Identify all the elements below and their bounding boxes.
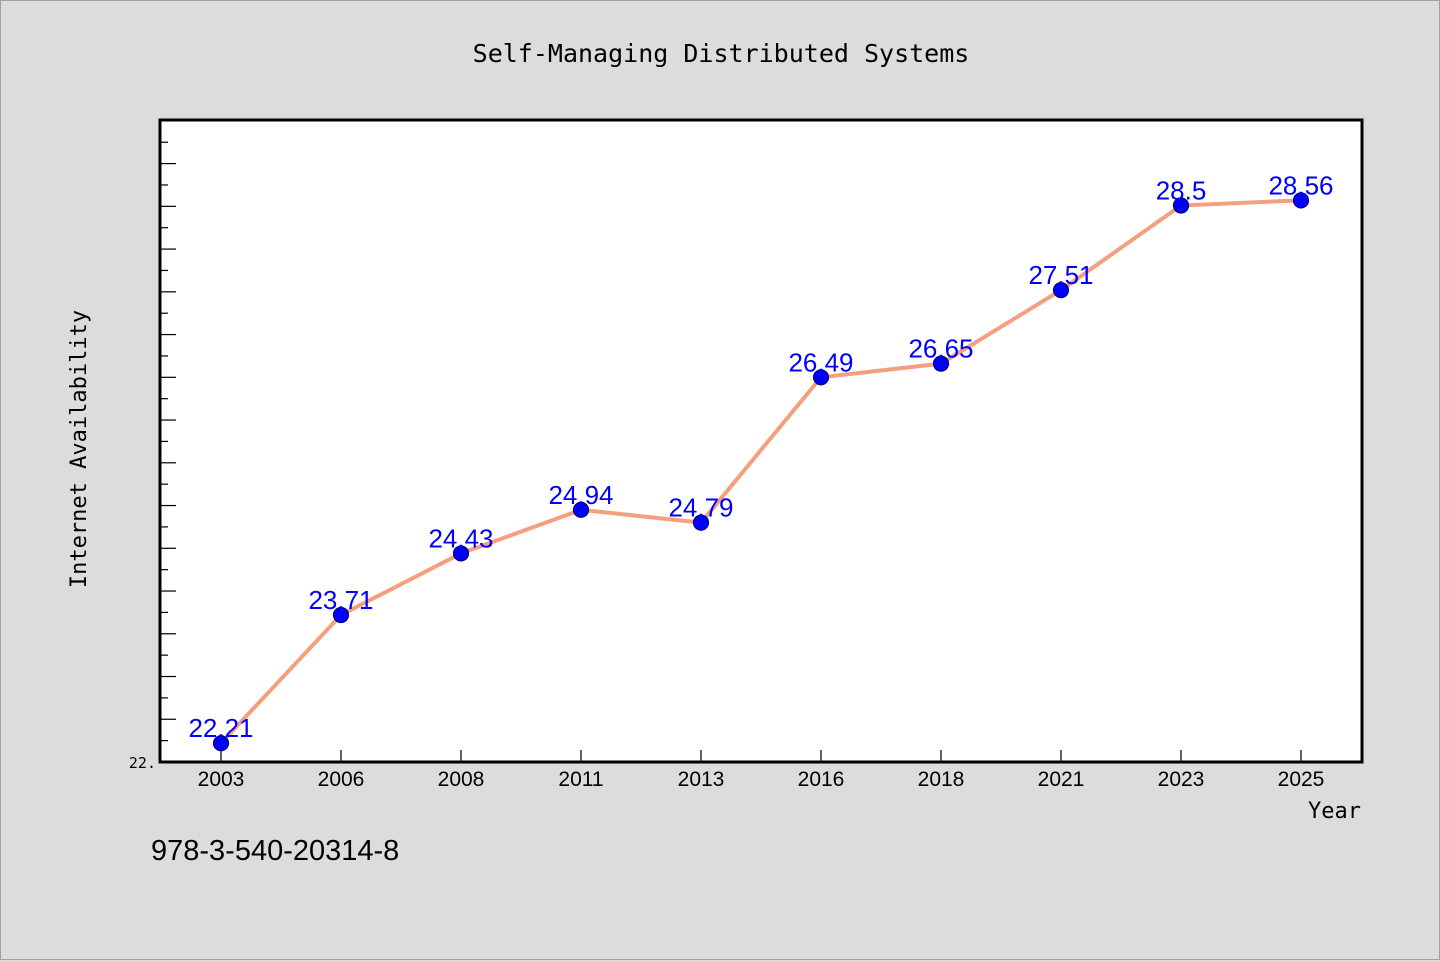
- y-axis-label: Internet Availability: [67, 310, 92, 588]
- data-label: 22.21: [188, 713, 253, 743]
- data-point: [212, 735, 230, 752]
- x-axis-ticks: 2003 2006 2008 2011 2013 2016 2018 2021 2023 2025: [198, 750, 1325, 791]
- x-tick-label: 2023: [1158, 768, 1205, 791]
- data-point: [332, 606, 350, 624]
- y-tick-label: 22.: [129, 754, 156, 772]
- y-axis-ticks: 22.: [129, 141, 176, 772]
- x-tick-label: 2025: [1278, 768, 1325, 791]
- data-point: [1052, 282, 1070, 299]
- chart-title: Self-Managing Distributed Systems: [473, 39, 970, 68]
- series-line: [219, 198, 1302, 745]
- data-label: 24.79: [668, 493, 733, 523]
- x-tick-label: 2008: [438, 768, 485, 791]
- data-point: [812, 369, 830, 386]
- series: 22.21 23.71 24.43 24.94 24.79 26.49 26.65 27.51…: [188, 170, 1334, 752]
- x-tick-label: 2018: [918, 768, 965, 791]
- data-label: 28.5: [1156, 175, 1207, 205]
- data-label: 28.56: [1268, 170, 1333, 200]
- data-label: 23.71: [308, 585, 373, 615]
- x-tick-label: 2021: [1038, 768, 1085, 791]
- isbn-caption: 978-3-540-20314-8: [151, 835, 400, 867]
- x-tick-label: 2013: [678, 768, 725, 791]
- data-label: 24.43: [428, 523, 493, 553]
- data-point: [452, 545, 470, 562]
- x-tick-label: 2003: [198, 768, 245, 791]
- data-point: [1172, 197, 1190, 214]
- data-label: 27.51: [1028, 260, 1093, 290]
- data-label: 26.49: [788, 347, 853, 377]
- data-point: [932, 355, 950, 372]
- data-point: [1292, 192, 1310, 209]
- data-label: 26.65: [908, 334, 973, 364]
- data-point: [572, 501, 590, 518]
- plot-area: [158, 118, 1364, 764]
- x-axis-label: Year: [1308, 799, 1361, 824]
- x-tick-label: 2016: [798, 768, 845, 791]
- x-tick-label: 2011: [558, 768, 603, 791]
- data-point: [692, 514, 710, 531]
- x-tick-label: 2006: [318, 768, 365, 791]
- data-label: 24.94: [548, 480, 613, 510]
